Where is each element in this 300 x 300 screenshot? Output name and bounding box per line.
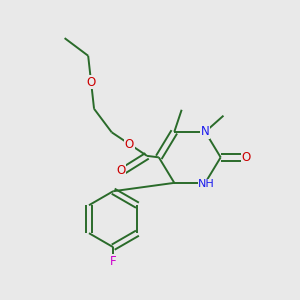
Text: O: O (86, 76, 96, 89)
Text: NH: NH (198, 179, 215, 189)
Text: O: O (242, 151, 251, 164)
Text: O: O (116, 164, 126, 177)
Text: F: F (110, 255, 116, 268)
Text: O: O (125, 138, 134, 151)
Text: N: N (201, 125, 210, 138)
